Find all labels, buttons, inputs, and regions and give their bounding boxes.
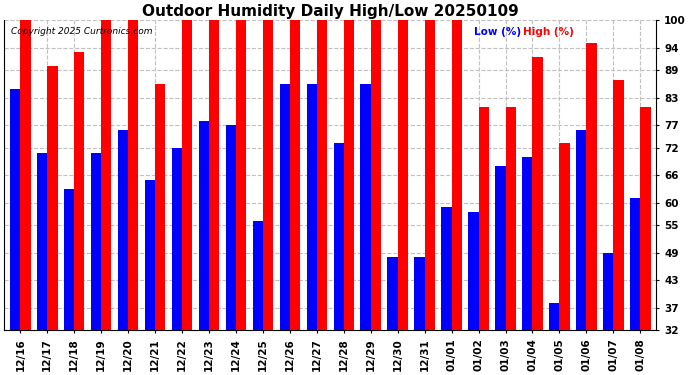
- Bar: [560, 143, 570, 330]
- Bar: [613, 80, 624, 330]
- Bar: [172, 148, 182, 330]
- Bar: [603, 253, 613, 330]
- Bar: [306, 84, 317, 330]
- Bar: [451, 20, 462, 330]
- Bar: [506, 107, 515, 330]
- Bar: [640, 107, 651, 330]
- Bar: [236, 20, 246, 330]
- Bar: [91, 153, 101, 330]
- Bar: [424, 20, 435, 330]
- Bar: [388, 257, 397, 330]
- Text: Low (%): Low (%): [474, 27, 521, 36]
- Bar: [479, 107, 489, 330]
- Bar: [128, 20, 139, 330]
- Bar: [263, 20, 273, 330]
- Bar: [344, 20, 354, 330]
- Bar: [360, 84, 371, 330]
- Text: High (%): High (%): [523, 27, 573, 36]
- Bar: [533, 57, 543, 330]
- Bar: [576, 130, 586, 330]
- Bar: [415, 257, 424, 330]
- Bar: [290, 20, 300, 330]
- Bar: [279, 84, 290, 330]
- Bar: [333, 143, 344, 330]
- Title: Outdoor Humidity Daily High/Low 20250109: Outdoor Humidity Daily High/Low 20250109: [142, 4, 519, 19]
- Bar: [64, 189, 75, 330]
- Bar: [118, 130, 128, 330]
- Bar: [549, 303, 560, 330]
- Bar: [75, 52, 84, 330]
- Bar: [209, 20, 219, 330]
- Bar: [469, 212, 479, 330]
- Bar: [495, 166, 506, 330]
- Bar: [586, 43, 597, 330]
- Bar: [182, 20, 193, 330]
- Bar: [371, 20, 381, 330]
- Bar: [253, 221, 263, 330]
- Bar: [10, 89, 20, 330]
- Bar: [155, 84, 166, 330]
- Bar: [317, 20, 327, 330]
- Bar: [199, 121, 209, 330]
- Text: Copyright 2025 Curtronics.com: Copyright 2025 Curtronics.com: [10, 27, 152, 36]
- Bar: [442, 207, 451, 330]
- Bar: [226, 125, 236, 330]
- Bar: [20, 20, 30, 330]
- Bar: [397, 20, 408, 330]
- Bar: [37, 153, 48, 330]
- Bar: [101, 20, 112, 330]
- Bar: [145, 180, 155, 330]
- Bar: [522, 157, 533, 330]
- Bar: [630, 198, 640, 330]
- Bar: [48, 66, 57, 330]
